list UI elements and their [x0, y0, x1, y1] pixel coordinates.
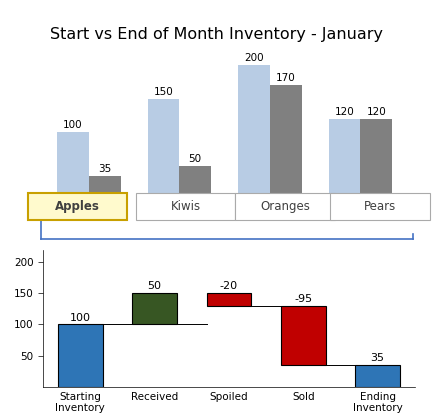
Text: 50: 50: [148, 281, 162, 291]
Bar: [355, 365, 400, 387]
Text: Oranges: Oranges: [260, 201, 310, 213]
Bar: [281, 306, 326, 365]
Bar: [179, 166, 211, 200]
Text: 120: 120: [335, 107, 354, 117]
Text: -95: -95: [294, 294, 312, 304]
Bar: [57, 132, 89, 200]
Bar: [132, 293, 177, 324]
Text: 150: 150: [154, 87, 173, 97]
Bar: [206, 293, 251, 306]
Text: 120: 120: [366, 107, 386, 117]
Bar: [58, 324, 103, 387]
Bar: [270, 85, 302, 200]
Bar: [148, 99, 179, 200]
Bar: [329, 119, 360, 200]
Text: 100: 100: [63, 120, 83, 130]
Bar: [360, 119, 392, 200]
Text: 200: 200: [244, 53, 264, 63]
Text: 35: 35: [98, 164, 111, 174]
Text: Apples: Apples: [55, 201, 100, 213]
Text: -20: -20: [220, 281, 238, 291]
Bar: [238, 65, 270, 200]
Text: 50: 50: [189, 154, 202, 164]
Text: Kiwis: Kiwis: [171, 201, 201, 213]
Text: Start vs End of Month Inventory - January: Start vs End of Month Inventory - Januar…: [50, 27, 382, 42]
Text: Pears: Pears: [364, 201, 396, 213]
Bar: [89, 176, 121, 200]
Text: 100: 100: [70, 312, 91, 323]
Text: 170: 170: [276, 73, 295, 83]
Text: 35: 35: [371, 353, 384, 363]
